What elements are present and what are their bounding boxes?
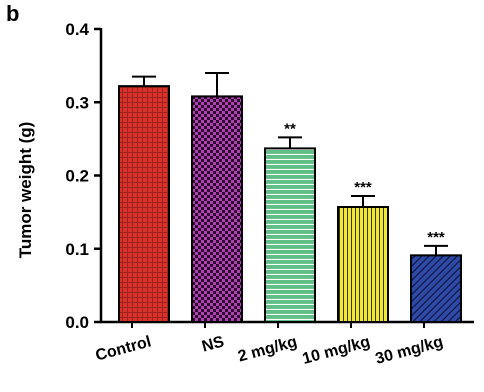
significance-labels: ******** bbox=[284, 120, 445, 245]
significance-label: *** bbox=[354, 179, 372, 196]
error-bars bbox=[132, 71, 448, 256]
significance-label: *** bbox=[427, 229, 445, 246]
y-tick-label: 0.4 bbox=[65, 20, 89, 39]
panel-label: b bbox=[6, 1, 19, 26]
bar-control bbox=[118, 85, 170, 324]
x-tick-labels: Control NS 2 mg/kg 10 mg/kg 30 mg/kg bbox=[94, 333, 445, 367]
x-tick-label: 2 mg/kg bbox=[236, 333, 299, 365]
y-tick-label: 0.1 bbox=[65, 240, 89, 259]
bar-2-mg-kg bbox=[264, 147, 316, 323]
bars bbox=[118, 85, 462, 328]
x-tick-label: Control bbox=[94, 333, 153, 364]
significance-label: ** bbox=[284, 120, 296, 137]
bar-30-mg-kg bbox=[410, 254, 462, 323]
y-tick-label: 0.2 bbox=[65, 167, 89, 186]
x-tick-label: NS bbox=[200, 333, 226, 355]
y-tick-label: 0.3 bbox=[65, 93, 89, 112]
bar-10-mg-kg bbox=[337, 205, 389, 323]
y-axis-title: Tumor weight (g) bbox=[16, 122, 35, 259]
y-tick-label: 0.0 bbox=[65, 313, 89, 332]
x-tick-label: 10 mg/kg bbox=[301, 333, 372, 367]
bar-ns bbox=[191, 95, 243, 323]
x-tick-label: 30 mg/kg bbox=[374, 333, 445, 367]
